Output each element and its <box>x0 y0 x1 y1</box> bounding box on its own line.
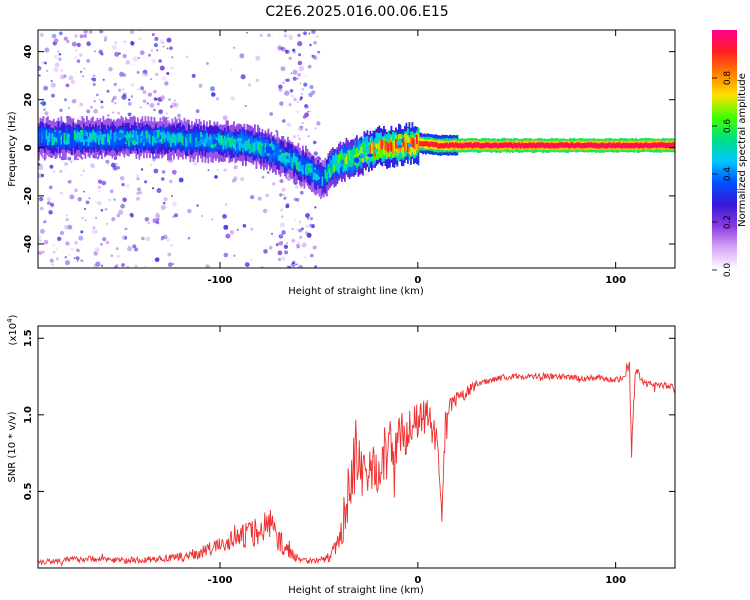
spectrogram-y-tick-label: 40 <box>23 45 34 59</box>
spectrogram-y-tick-label: -40 <box>23 235 34 253</box>
colorbar-tick-label: 0.6 <box>723 119 733 134</box>
colorbar-tick-label: 0.2 <box>723 215 733 229</box>
snr-y-axis-label: SNR (10 * v/v) <box>7 411 18 482</box>
snr-scale-label: (x104) <box>6 314 19 345</box>
colorbar-label: Normalized spectral amplitude <box>737 73 748 227</box>
spectrogram-x-tick-label: 0 <box>414 275 421 286</box>
colorbar: 0.0 0.2 0.4 0.6 0.8 Normalized spectral ampl… <box>712 30 748 277</box>
snr-x-ticks: -100 0 100 <box>207 326 626 586</box>
snr-scale-prefix: (x10 <box>8 323 19 346</box>
chart-title: C2E6.2025.016.00.06.E15 <box>265 4 448 20</box>
spectrogram-x-tick-label: -100 <box>207 275 232 286</box>
spectrogram-y-axis-label: Frequency (Hz) <box>7 111 18 187</box>
colorbar-ticks: 0.0 0.2 0.4 0.6 0.8 <box>712 71 733 278</box>
spectrogram-panel: -100 0 100 -40 -20 0 20 40 Height of straight … <box>7 29 676 297</box>
snr-y-tick-label: 0.5 <box>23 483 34 501</box>
snr-x-tick-label: 100 <box>605 575 626 586</box>
snr-frame <box>37 325 676 569</box>
snr-y-tick-label: 1.0 <box>23 406 34 424</box>
spectrogram-heat-layer <box>38 30 675 268</box>
colorbar-tick-label: 0.8 <box>723 71 733 86</box>
snr-scale-exponent: 4 <box>6 318 14 323</box>
spectrogram-x-ticks: -100 0 100 <box>207 30 626 286</box>
spectrogram-y-tick-label: -20 <box>23 187 34 205</box>
spectrogram-y-ticks: -40 -20 0 20 40 <box>23 45 675 253</box>
colorbar-scale <box>712 30 737 270</box>
spectrogram-x-tick-label: 100 <box>605 275 626 286</box>
spectrogram-y-tick-label: 20 <box>23 93 34 107</box>
svg-text:(x104): (x104) <box>6 314 19 345</box>
snr-panel: -100 0 100 0.5 1.0 1.5 Height of straight li… <box>6 314 676 596</box>
snr-x-tick-label: -100 <box>207 575 232 586</box>
colorbar-tick-label: 0.4 <box>723 167 733 182</box>
snr-y-ticks: 0.5 1.0 1.5 <box>23 329 675 500</box>
snr-series-line <box>38 361 675 568</box>
spectrogram-x-axis-label: Height of straight line (km) <box>288 286 424 297</box>
snr-y-tick-label: 1.5 <box>23 329 34 347</box>
spectrogram-frame <box>37 29 676 269</box>
snr-x-tick-label: 0 <box>414 575 421 586</box>
snr-line-layer <box>38 361 675 568</box>
colorbar-tick-label: 0.0 <box>723 263 733 278</box>
spectrogram-y-tick-label: 0 <box>23 144 34 151</box>
snr-x-axis-label: Height of straight line (km) <box>288 585 424 596</box>
